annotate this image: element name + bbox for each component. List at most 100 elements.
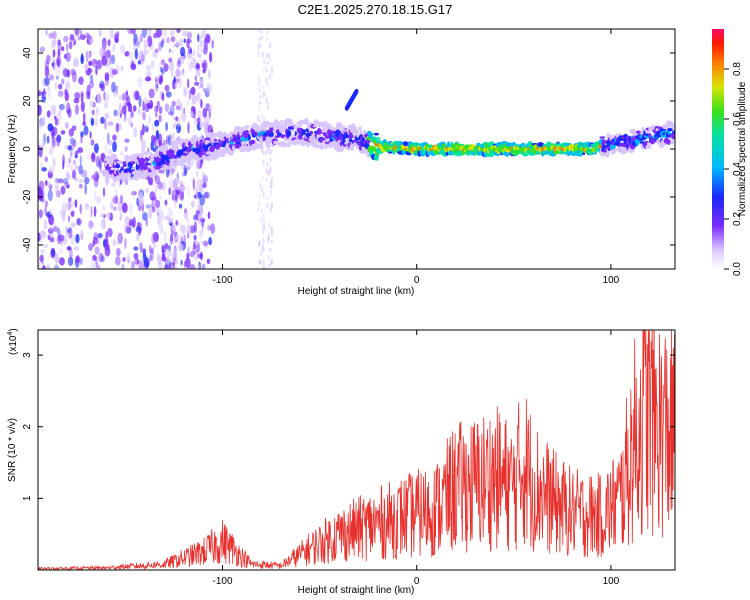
spectrogram-cell xyxy=(134,48,138,60)
spectrogram-cell xyxy=(122,92,125,101)
spectrogram-cell xyxy=(286,129,292,137)
spectrogram-cell xyxy=(257,115,260,122)
spectrogram-cell xyxy=(258,260,261,265)
spectrogram-cell xyxy=(269,42,272,49)
spectrogram-cell xyxy=(270,150,273,155)
spectrogram-cell xyxy=(146,48,149,55)
spectrogram-cell xyxy=(268,263,271,268)
spectrogram-cell xyxy=(258,41,261,49)
spectrogram-cell xyxy=(197,201,200,208)
spectrogram-cell xyxy=(133,33,138,42)
spectrogram-cell xyxy=(98,29,102,38)
spectrogram-cell xyxy=(159,66,163,73)
spectrogram-cell xyxy=(130,161,136,165)
spectrogram-cell xyxy=(183,85,188,94)
spectrogram-cell xyxy=(38,144,41,156)
spectrogram-cell xyxy=(174,186,181,195)
spectrogram-cell xyxy=(186,38,190,49)
spectrogram-cell xyxy=(59,104,65,111)
spectrogram-cell xyxy=(90,221,94,228)
spectrogram-cell xyxy=(78,178,84,184)
spectrogram-cell xyxy=(154,80,159,92)
spectrogram-cell xyxy=(197,33,200,43)
spectrogram-cell xyxy=(206,35,210,44)
spectrogram-cell xyxy=(131,261,135,269)
spectrogram-cell xyxy=(142,111,146,121)
spectrogram-cell xyxy=(105,49,111,59)
spectrogram-cell xyxy=(266,202,269,209)
spectrogram-cell xyxy=(201,154,207,160)
spectrogram-cell xyxy=(206,258,211,264)
spectrogram-cell xyxy=(112,141,117,153)
spectrogram-cell xyxy=(75,255,80,264)
spectrogram-cell xyxy=(159,195,162,200)
spectrogram-cell xyxy=(81,169,88,178)
spectrogram-cell xyxy=(137,76,143,88)
y-tick-label: 3 xyxy=(22,352,33,358)
spectrogram-cell xyxy=(141,29,148,38)
spectrogram-cell xyxy=(259,101,262,105)
spectrogram-cell xyxy=(270,259,273,265)
chart-title: C2E1.2025.270.18.15.G17 xyxy=(298,2,453,17)
spectrogram-cell xyxy=(94,117,99,127)
spectrogram-cell xyxy=(200,98,203,109)
spectrogram-cell xyxy=(108,148,112,155)
spectrogram-cell xyxy=(270,227,273,234)
spectrogram-cell xyxy=(72,71,77,83)
spectrogram-cell xyxy=(196,96,199,102)
spectrogram-cell xyxy=(112,196,119,205)
spectrogram-cell xyxy=(262,125,267,132)
spectrogram-cell xyxy=(82,112,86,124)
spectrogram-cell xyxy=(154,145,159,150)
spectrogram-cell xyxy=(106,94,109,102)
spectrogram-cell xyxy=(286,141,292,148)
spectrogram-cell xyxy=(186,252,190,260)
spectrogram-cell xyxy=(178,203,183,209)
spectrogram-cell xyxy=(181,224,186,236)
spectrogram-cell xyxy=(74,104,79,115)
spectrogram-cell xyxy=(40,190,45,199)
spectrogram-cell xyxy=(151,233,156,244)
spectrogram-cell xyxy=(313,119,319,126)
spectrogram-cell xyxy=(114,34,119,44)
spectrogram-cell xyxy=(46,53,50,63)
spectrogram-cell xyxy=(101,42,107,49)
spectrogram-cell xyxy=(78,164,83,175)
spectrogram-cell xyxy=(260,29,263,35)
spectrogram-cell xyxy=(133,43,137,51)
spectrogram-cell xyxy=(67,215,71,223)
spectrogram-cell xyxy=(143,39,149,48)
spectrogram-cell xyxy=(165,91,172,98)
spectrogram-cell xyxy=(115,164,121,169)
spectrogram-cell xyxy=(98,158,102,169)
spectrogram-cell xyxy=(266,196,269,201)
spectrogram-cell xyxy=(169,158,176,162)
spectrogram-cell xyxy=(124,237,127,250)
spectrogram-cell xyxy=(168,244,171,252)
spectrogram-cell xyxy=(53,141,59,147)
spectrogram-cell xyxy=(199,220,202,226)
spectrogram-cell xyxy=(201,82,203,89)
spectrogram-cell xyxy=(164,242,169,250)
spectrogram-cell xyxy=(75,233,80,244)
spectrogram-cell xyxy=(259,36,262,41)
spectrogram-cell xyxy=(267,101,270,108)
spectrogram-cell xyxy=(164,103,169,112)
spectrogram-cell xyxy=(120,65,124,72)
spectrogram-cell xyxy=(119,211,123,219)
spectrogram-cell xyxy=(206,83,212,94)
spectrogram-cell xyxy=(87,68,93,73)
spectrogram-cell xyxy=(64,122,69,129)
spectrogram-cell xyxy=(102,205,106,211)
spectrogram-cell xyxy=(160,40,164,48)
spectrogram-cell xyxy=(203,192,209,199)
spectrogram-cell xyxy=(195,189,198,196)
spectrogram-cell xyxy=(97,232,103,239)
spectrogram-cell xyxy=(198,84,200,90)
spectrogram-cell xyxy=(158,77,163,85)
spectrogram-cell xyxy=(113,241,119,246)
spectrogram-cell xyxy=(599,136,606,139)
spectrogram-cell xyxy=(156,252,159,261)
spectrogram-cell xyxy=(202,171,205,179)
spectrogram-cell xyxy=(140,248,147,254)
